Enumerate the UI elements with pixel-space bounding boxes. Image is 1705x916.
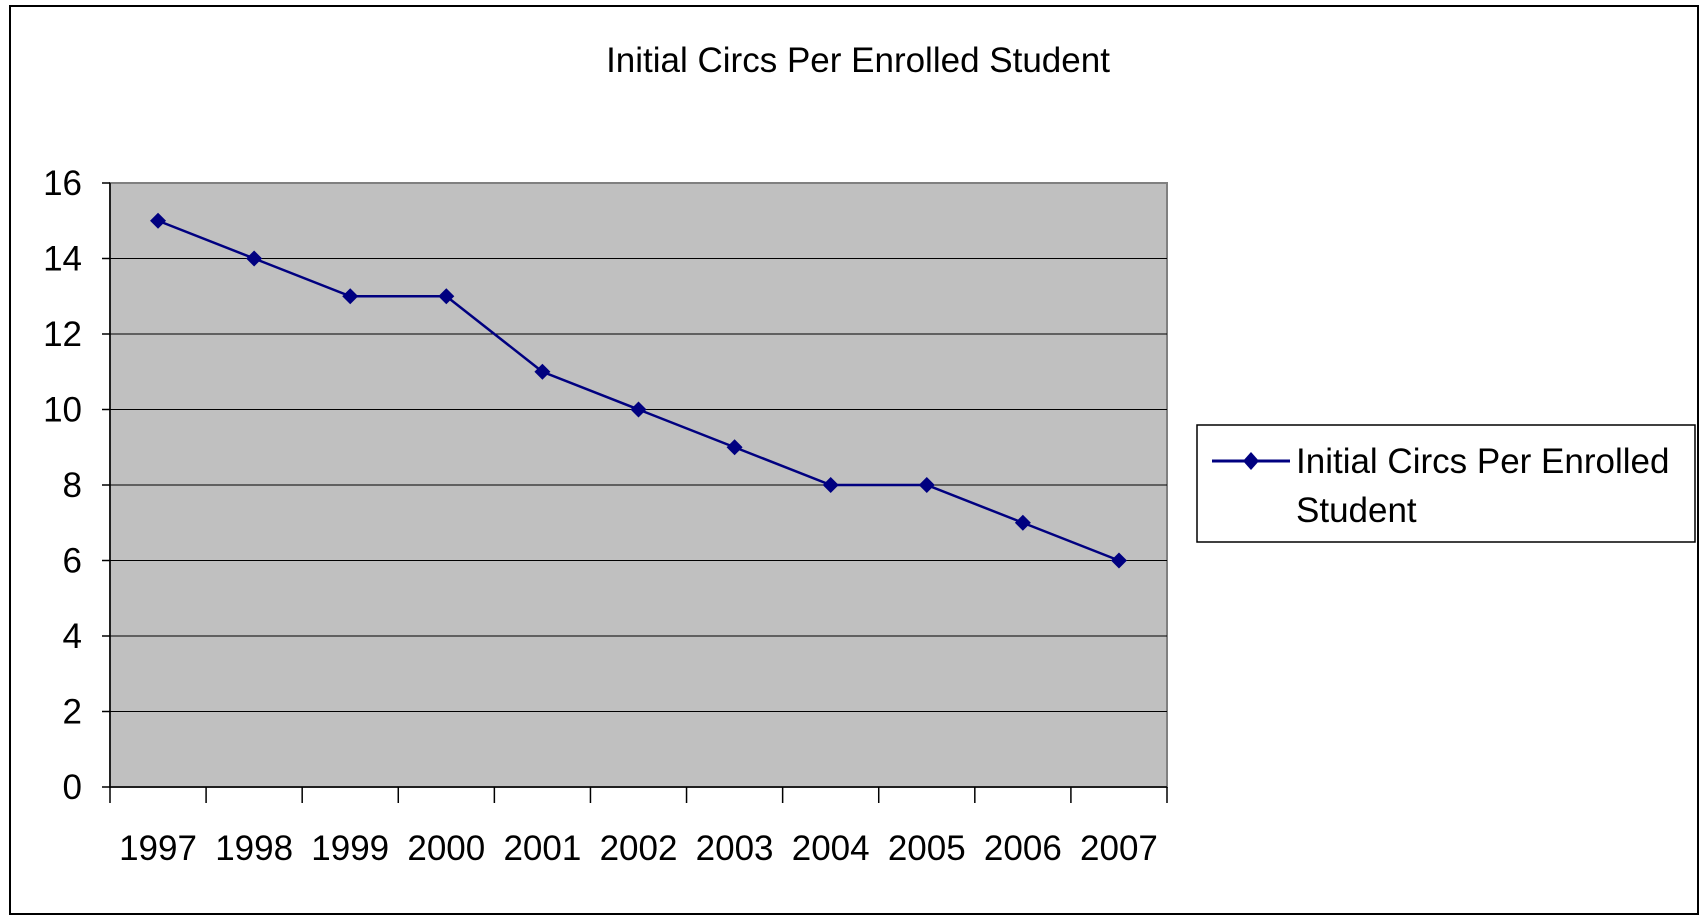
y-tick-label: 14 [43,240,82,279]
y-tick-label: 8 [63,466,82,505]
legend-label-line-1: Initial Circs Per Enrolled [1296,442,1669,481]
data-point-marker [1014,514,1031,531]
x-tick-label: 2003 [696,829,774,868]
y-axis: 0 2 4 6 8 10 12 14 16 [43,164,111,807]
y-tick-label: 0 [63,768,82,807]
x-tick-label: 2005 [888,829,966,868]
data-point-marker [438,288,455,305]
x-tick-label: 2004 [792,829,870,868]
y-tick-label: 16 [43,164,82,203]
legend-marker [1243,452,1259,470]
x-tick-label: 2006 [984,829,1062,868]
data-point-marker [918,477,935,493]
x-tick-label: 1998 [215,829,293,868]
x-tick-label: 2007 [1080,829,1158,868]
data-point-marker [1110,552,1127,569]
x-tick-label: 2001 [503,829,581,868]
series-line [150,212,1127,569]
data-point-marker [630,401,647,418]
data-point-marker [246,250,263,267]
legend: Initial Circs Per Enrolled Student [1196,424,1696,543]
y-tick-label: 6 [63,542,82,581]
data-point-marker [822,477,839,493]
chart-title: Initial Circs Per Enrolled Student [606,41,1110,80]
y-tick-label: 12 [43,315,82,354]
x-tick-label: 1999 [311,829,389,868]
data-point-marker [534,363,551,380]
y-tick-label: 2 [63,693,82,732]
x-tick-label: 2002 [600,829,678,868]
data-point-marker [150,212,167,229]
x-axis: 1997 1998 1999 2000 2001 2002 2003 2004 2005 2006… [109,786,1168,868]
x-tick-label: 1997 [119,829,197,868]
data-point-marker [342,288,359,305]
x-tick-label: 2000 [407,829,485,868]
y-tick-label: 10 [43,391,82,430]
data-point-marker [726,439,743,456]
y-tick-label: 4 [63,617,82,656]
legend-box [1196,424,1696,543]
legend-label: Initial Circs Per Enrolled Student [1296,442,1679,530]
legend-label-line-2: Student [1296,491,1417,530]
